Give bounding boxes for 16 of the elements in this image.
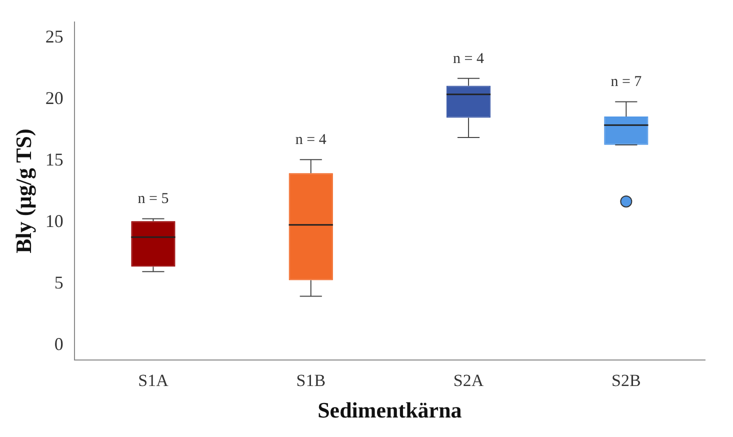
y-tick-label: 15	[45, 150, 64, 170]
y-tick-label: 10	[45, 211, 64, 232]
annotation: n = 4	[453, 50, 484, 67]
y-axis-title: Bly (µg/g TS)	[10, 128, 36, 254]
annotation: n = 4	[295, 132, 327, 148]
y-tick-label: 5	[54, 272, 64, 293]
x-tick-label: S2B	[612, 370, 641, 390]
x-tick-label: S1A	[138, 370, 170, 390]
y-tick-label: 25	[45, 26, 64, 47]
y-tick-label: 0	[54, 334, 64, 354]
annotation: n = 7	[610, 74, 642, 90]
y-tick-label: 20	[45, 88, 64, 108]
x-axis-title: Sedimentkärna	[318, 397, 462, 422]
x-tick-label: S2A	[453, 370, 484, 390]
annotation: n = 5	[138, 191, 169, 208]
x-tick-label: S1B	[296, 370, 326, 390]
